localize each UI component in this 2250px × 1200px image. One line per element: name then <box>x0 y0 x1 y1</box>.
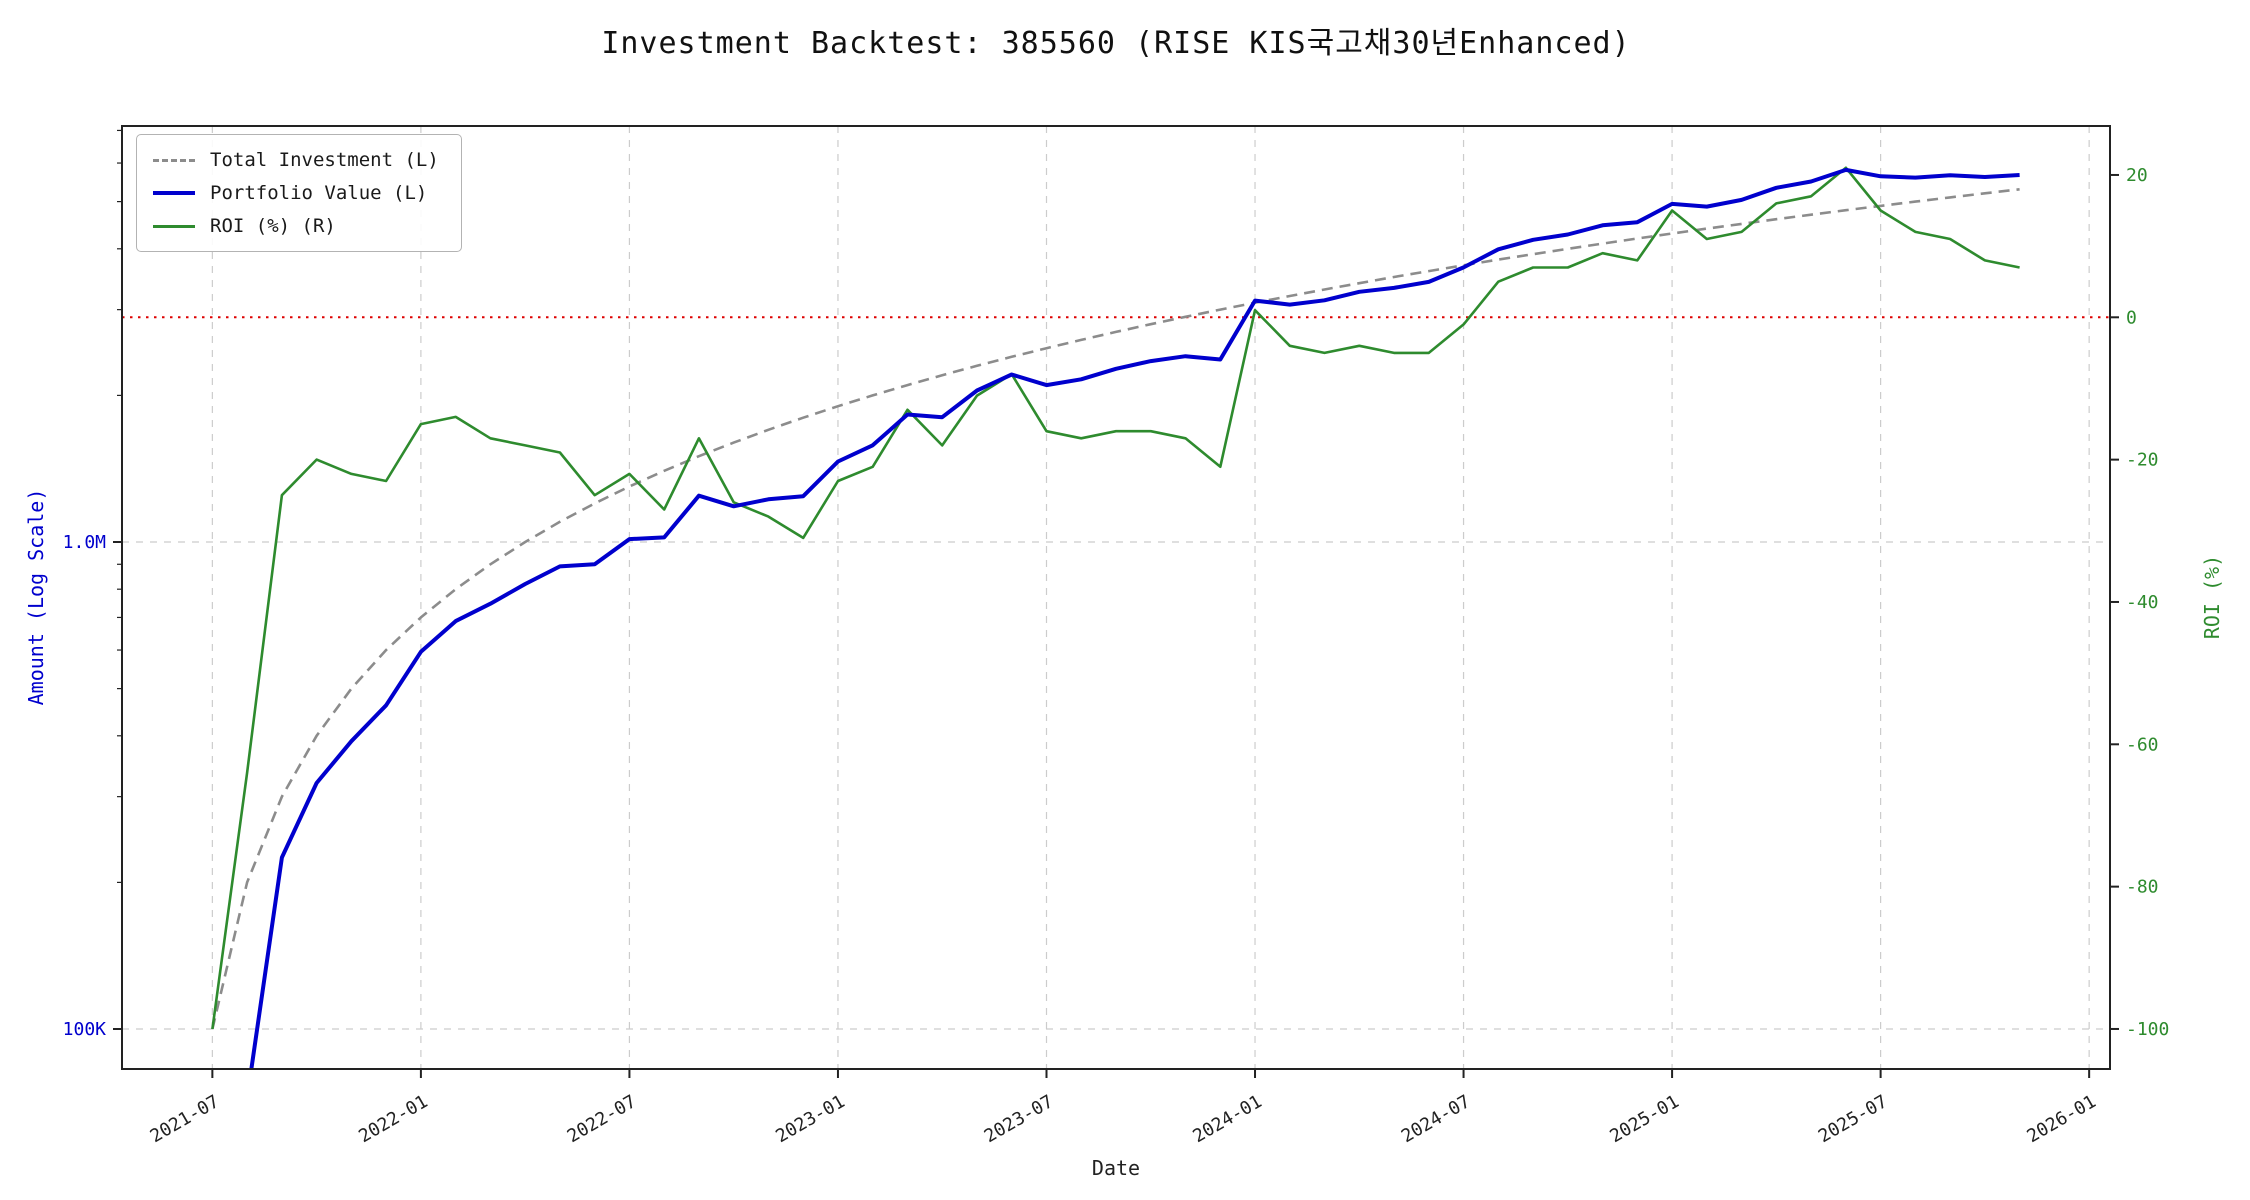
svg-text:2025-07: 2025-07 <box>1815 1091 1891 1147</box>
svg-text:-80: -80 <box>2126 877 2159 898</box>
svg-text:0: 0 <box>2126 307 2137 328</box>
svg-text:2024-07: 2024-07 <box>1398 1091 1474 1147</box>
legend-line-sample-total-investment <box>153 158 195 162</box>
svg-text:20: 20 <box>2126 165 2148 186</box>
legend-line-sample-portfolio-value <box>153 191 195 195</box>
svg-text:-100: -100 <box>2126 1019 2169 1040</box>
svg-text:-60: -60 <box>2126 734 2159 755</box>
svg-text:2024-01: 2024-01 <box>1189 1091 1265 1147</box>
legend-item-portfolio-value: Portfolio Value (L) <box>153 182 439 204</box>
x-axis-label: Date <box>1091 1156 1141 1180</box>
legend: Total Investment (L) Portfolio Value (L)… <box>136 134 462 252</box>
svg-text:100K: 100K <box>63 1019 107 1040</box>
legend-line-sample-roi <box>153 224 195 228</box>
svg-text:-20: -20 <box>2126 450 2159 471</box>
right-axis-label: ROI (%) <box>2200 554 2224 640</box>
legend-item-total-investment: Total Investment (L) <box>153 149 439 171</box>
svg-text:2025-01: 2025-01 <box>1606 1091 1682 1147</box>
legend-label-portfolio-value: Portfolio Value (L) <box>210 182 428 204</box>
left-axis-label: Amount (Log Scale) <box>24 488 48 706</box>
legend-item-roi: ROI (%) (R) <box>153 215 439 237</box>
legend-label-roi: ROI (%) (R) <box>210 215 336 237</box>
svg-text:2023-07: 2023-07 <box>981 1091 1057 1147</box>
svg-text:2022-01: 2022-01 <box>355 1091 431 1147</box>
svg-text:2026-01: 2026-01 <box>2023 1091 2099 1147</box>
svg-text:2023-01: 2023-01 <box>772 1091 848 1147</box>
svg-text:2022-07: 2022-07 <box>564 1091 640 1147</box>
svg-text:-40: -40 <box>2126 592 2159 613</box>
svg-text:1.0M: 1.0M <box>63 532 107 553</box>
chart-title: Investment Backtest: 385560 (RISE KIS국고채… <box>601 26 1631 61</box>
legend-label-total-investment: Total Investment (L) <box>210 149 439 171</box>
svg-text:2021-07: 2021-07 <box>147 1091 223 1147</box>
